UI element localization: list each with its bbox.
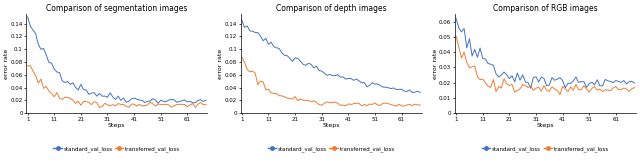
- X-axis label: Steps: Steps: [323, 123, 340, 128]
- Legend: standard_val_loss, transferred_val_loss: standard_val_loss, transferred_val_loss: [479, 144, 611, 154]
- Title: Comparison of segmentation images: Comparison of segmentation images: [46, 4, 188, 13]
- Y-axis label: error rate: error rate: [433, 48, 438, 79]
- Legend: standard_val_loss, transferred_val_loss: standard_val_loss, transferred_val_loss: [51, 144, 182, 154]
- Title: Comparison of depth images: Comparison of depth images: [276, 4, 387, 13]
- Y-axis label: error rate: error rate: [218, 48, 223, 79]
- Legend: standard_val_loss, transferred_val_loss: standard_val_loss, transferred_val_loss: [266, 144, 397, 154]
- Y-axis label: error rate: error rate: [4, 48, 9, 79]
- X-axis label: Steps: Steps: [536, 123, 554, 128]
- X-axis label: Steps: Steps: [108, 123, 125, 128]
- Title: Comparison of RGB images: Comparison of RGB images: [493, 4, 598, 13]
